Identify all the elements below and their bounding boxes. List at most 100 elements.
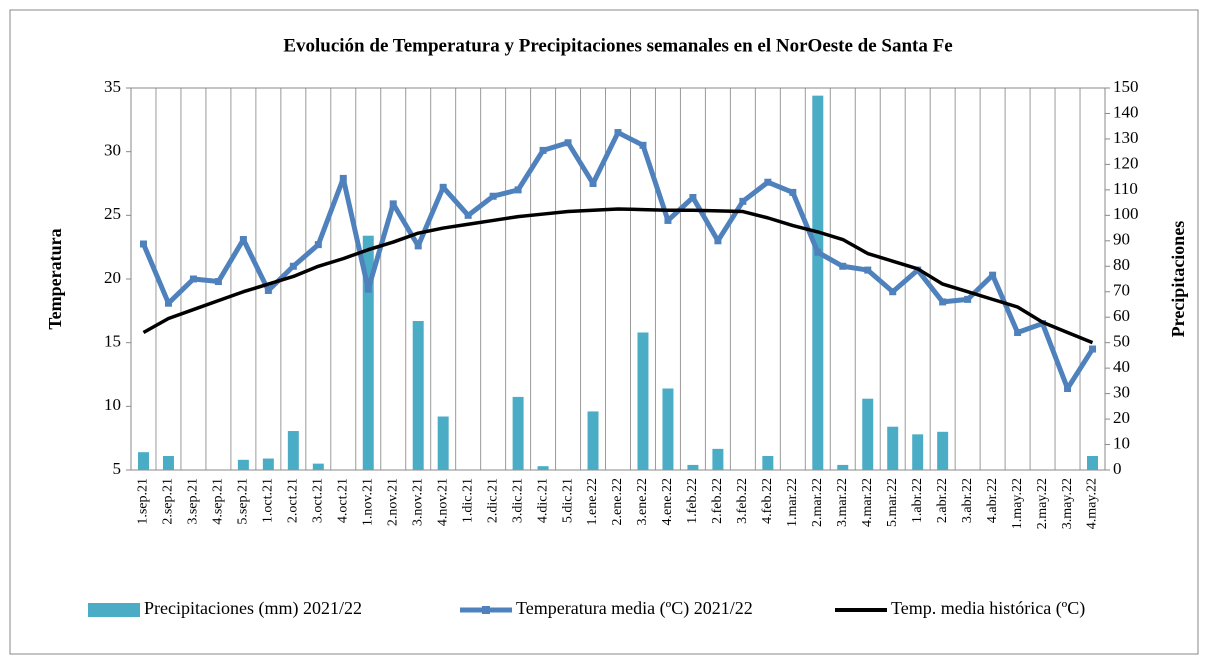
line: [142, 207, 1094, 345]
bar: [287, 431, 299, 470]
line-marker: [414, 242, 422, 250]
x-tick-label: 2.ene.22: [610, 478, 625, 525]
y2-tick-label: 40: [1113, 357, 1130, 376]
x-tick-label: 3.oct.21: [311, 478, 326, 523]
bar: [887, 426, 899, 470]
y2-tick-label: 60: [1113, 306, 1130, 325]
x-tick-label: 3.nov.21: [410, 478, 425, 526]
x-tick-label: 3.may.22: [1060, 478, 1075, 529]
line-marker: [1014, 328, 1022, 336]
x-tick-label: 3.dic.21: [510, 478, 525, 523]
line-marker: [139, 240, 147, 248]
x-tick-label: 1.dic.21: [460, 478, 475, 523]
y2-tick-label: 140: [1113, 102, 1139, 121]
x-tick-label: 3.abr.22: [960, 478, 975, 523]
x-tick-label: 1.may.22: [1010, 478, 1025, 529]
y-axis-label: Temperatura: [45, 228, 65, 329]
bar: [137, 452, 149, 470]
bar: [437, 416, 449, 470]
x-tick-label: 3.feb.22: [735, 478, 750, 524]
line-marker: [764, 178, 772, 186]
y-tick-label: 25: [104, 204, 121, 223]
x-tick-label: 1.feb.22: [685, 478, 700, 524]
line-marker: [439, 183, 447, 191]
bar: [587, 411, 599, 470]
y2-tick-label: 80: [1113, 255, 1130, 274]
line-marker: [689, 194, 697, 202]
y-tick-label: 10: [104, 395, 121, 414]
x-tick-label: 2.abr.22: [935, 478, 950, 523]
bar: [312, 463, 324, 470]
y2-tick-label: 30: [1113, 383, 1130, 402]
y2-axis-label: Precipitaciones: [1168, 221, 1188, 338]
line-marker: [464, 211, 472, 219]
y2-tick-label: 90: [1113, 230, 1130, 249]
line-marker: [489, 192, 497, 200]
bar: [512, 396, 524, 470]
bar: [362, 235, 374, 470]
line-marker: [214, 278, 222, 286]
y-tick-label: 15: [104, 332, 121, 351]
line-marker: [1089, 345, 1097, 353]
bar: [712, 448, 724, 470]
legend-swatch: [88, 603, 140, 617]
legend-label: Temp. media histórica (ºC): [891, 598, 1085, 619]
line-marker: [714, 237, 722, 245]
x-tick-label: 1.abr.22: [910, 478, 925, 523]
x-tick-label: 1.mar.22: [785, 478, 800, 527]
x-tick-label: 2.sep.21: [161, 478, 176, 525]
legend-marker: [482, 606, 490, 614]
bar: [637, 332, 649, 470]
line-marker: [589, 180, 597, 187]
y2-tick-label: 20: [1113, 408, 1130, 427]
bar: [237, 459, 249, 470]
legend-label: Precipitaciones (mm) 2021/22: [144, 598, 362, 619]
line-marker: [639, 141, 647, 149]
x-tick-label: 4.oct.21: [336, 478, 351, 523]
bar: [1087, 455, 1099, 470]
bar: [837, 464, 849, 470]
line-marker: [564, 139, 572, 147]
line-marker: [789, 188, 797, 196]
x-tick-label: 2.may.22: [1035, 478, 1050, 529]
y2-tick-label: 130: [1113, 128, 1139, 147]
line-marker: [664, 216, 672, 224]
x-tick-label: 4.nov.21: [435, 478, 450, 526]
bar: [662, 388, 674, 470]
x-tick-label: 4.mar.22: [860, 478, 875, 527]
x-tick-label: 2.mar.22: [810, 478, 825, 527]
x-tick-label: 3.ene.22: [635, 478, 650, 525]
line-marker: [539, 146, 547, 154]
bar: [687, 464, 699, 470]
x-tick-label: 4.dic.21: [535, 478, 550, 523]
x-tick-label: 4.may.22: [1085, 478, 1100, 529]
bar: [862, 398, 874, 470]
line-marker: [514, 186, 522, 194]
y-tick-label: 5: [113, 459, 122, 478]
chart-border: [9, 9, 1199, 655]
y-tick-label: 35: [104, 77, 121, 96]
y2-tick-label: 10: [1113, 433, 1130, 452]
y2-tick-label: 150: [1113, 77, 1139, 96]
x-tick-label: 3.mar.22: [835, 478, 850, 527]
bar: [762, 455, 774, 470]
y-tick-label: 20: [104, 268, 121, 287]
x-tick-label: 2.dic.21: [485, 478, 500, 523]
line-marker: [239, 236, 247, 244]
bar: [812, 95, 824, 470]
line-marker: [389, 200, 397, 208]
y2-tick-label: 70: [1113, 281, 1130, 300]
x-tick-label: 1.sep.21: [136, 478, 151, 525]
bar: [162, 455, 174, 470]
y2-tick-label: 110: [1113, 179, 1138, 198]
line-marker: [864, 266, 872, 274]
bar: [537, 466, 549, 470]
line-marker: [289, 262, 297, 270]
x-tick-label: 5.sep.21: [236, 478, 251, 525]
line-marker: [189, 275, 197, 283]
x-tick-label: 2.nov.21: [385, 478, 400, 526]
bar: [412, 321, 424, 470]
x-tick-label: 1.oct.21: [261, 478, 276, 523]
line-marker: [314, 241, 322, 249]
line-marker: [939, 298, 947, 306]
